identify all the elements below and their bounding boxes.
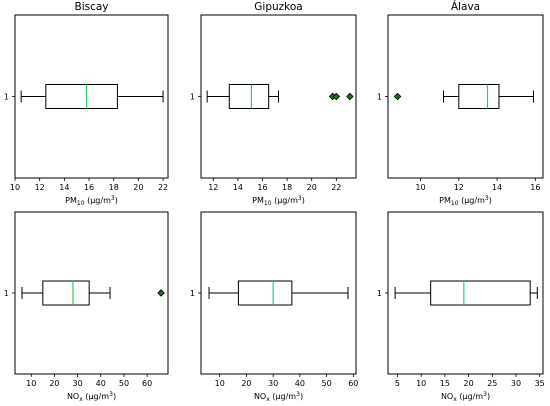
outlier-marker (346, 92, 354, 101)
y-tick-label: 1 (377, 289, 382, 298)
outlier-marker (332, 92, 341, 101)
y-tick-label: 1 (377, 93, 382, 102)
x-axis-label: PM10 (µg/m3) (252, 195, 305, 207)
box-iqr (430, 280, 531, 306)
x-tick-label: 10 (215, 379, 225, 388)
subplot: 1 10 20 30 40 50 60 NOx (µg/m3) (190, 211, 358, 403)
subplot-title: Gipuzkoa (254, 1, 302, 13)
x-tick-label: 10 (415, 183, 425, 192)
box-iqr (45, 84, 118, 109)
x-tick-label: 10 (10, 183, 20, 192)
box-iqr (228, 84, 270, 109)
x-tick-label: 16 (530, 183, 540, 192)
x-axis-label: NOx (µg/m3) (254, 391, 303, 402)
outlier-marker (157, 289, 165, 297)
x-tick-label: 12 (208, 183, 218, 192)
x-tick-label: 14 (492, 183, 502, 192)
x-tick-label: 10 (26, 379, 36, 388)
x-tick-label: 12 (35, 183, 45, 192)
x-tick-label: 25 (487, 379, 497, 388)
x-tick-label: 40 (295, 379, 305, 388)
x-tick-label: 15 (440, 379, 450, 388)
x-axis-label: PM10 (µg/m3) (65, 195, 118, 207)
x-tick-label: 20 (241, 379, 251, 388)
box-iqr (237, 280, 293, 306)
box-iqr (458, 84, 500, 109)
x-tick-label: 16 (84, 183, 94, 192)
x-tick-label: 22 (158, 183, 168, 192)
subplot: 1 10 20 30 40 50 60 NOx (µg/m3) (4, 211, 169, 403)
x-tick-label: 16 (257, 183, 267, 192)
x-tick-label: 20 (463, 379, 473, 388)
subplot: Álava 1 10 12 14 16 PM10 (µg/m3) (377, 0, 544, 207)
outlier-marker (393, 92, 402, 101)
x-tick-label: 30 (72, 379, 82, 388)
x-tick-label: 60 (348, 379, 358, 388)
box-iqr (42, 280, 90, 306)
y-tick-label: 1 (190, 289, 195, 298)
y-tick-label: 1 (4, 289, 9, 298)
x-tick-label: 50 (322, 379, 332, 388)
x-tick-label: 12 (454, 183, 464, 192)
x-axis-label: NOx (µg/m3) (67, 391, 116, 402)
x-tick-label: 5 (395, 379, 400, 388)
x-axis-label: PM10 (µg/m3) (439, 195, 492, 207)
x-tick-label: 14 (233, 183, 243, 192)
x-tick-label: 20 (307, 183, 317, 192)
x-tick-label: 18 (109, 183, 119, 192)
y-tick-label: 1 (190, 93, 195, 102)
x-tick-label: 20 (133, 183, 143, 192)
subplot-title: Álava (451, 0, 480, 13)
x-tick-label: 10 (416, 379, 426, 388)
x-tick-label: 50 (119, 379, 129, 388)
x-tick-label: 14 (59, 183, 69, 192)
x-tick-label: 30 (268, 379, 278, 388)
x-tick-label: 30 (511, 379, 521, 388)
x-tick-label: 35 (535, 379, 545, 388)
x-tick-label: 60 (142, 379, 152, 388)
x-tick-label: 20 (49, 379, 59, 388)
x-tick-label: 22 (331, 183, 341, 192)
subplot-title: Biscay (74, 1, 108, 13)
y-tick-label: 1 (4, 93, 9, 102)
x-axis-label: NOx (µg/m3) (441, 391, 490, 402)
x-tick-label: 40 (96, 379, 106, 388)
subplot: Gipuzkoa 1 12 14 16 18 20 22 PM10 (µg/m3) (190, 1, 357, 207)
subplot: Biscay 1 10 12 14 16 18 20 22 PM10 (µg/m3) (4, 1, 169, 207)
x-tick-label: 18 (282, 183, 292, 192)
